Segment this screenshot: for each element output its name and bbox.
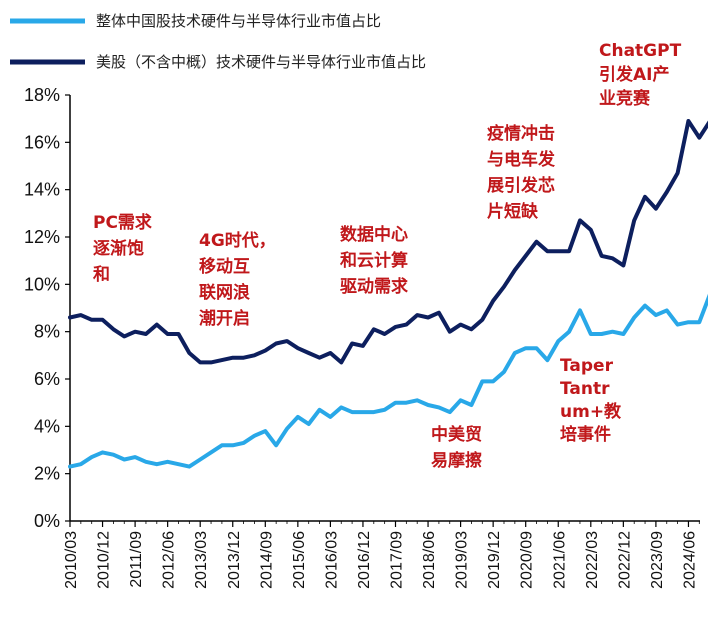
legend: 整体中国股技术硬件与半导体行业市值占比 美股（不含中概）技术硬件与半导体行业市值… xyxy=(10,12,426,71)
x-tick-label: 2019/03 xyxy=(454,531,471,589)
annotation-line: 和云计算 xyxy=(340,250,408,271)
x-tick-label: 2019/12 xyxy=(486,531,503,589)
annotation-line: 联网浪 xyxy=(199,282,250,303)
annotation-line: 4G时代， xyxy=(199,230,276,251)
annotation-line: 移动互 xyxy=(199,256,250,277)
x-tick-label: 2017/09 xyxy=(389,531,406,589)
y-tick-label: 2% xyxy=(34,464,60,484)
y-tick-label: 12% xyxy=(24,227,60,247)
annotation-line: 数据中心 xyxy=(340,224,408,245)
x-tick-label: 2018/06 xyxy=(421,531,438,589)
annotation-line: Tantr xyxy=(560,379,610,399)
series-group xyxy=(68,119,708,469)
annotation-line: 培事件 xyxy=(560,424,611,445)
annotation-line: Taper xyxy=(560,356,614,376)
annotation-line: 展引发芯 xyxy=(487,175,555,196)
x-tick-label: 2012/06 xyxy=(161,531,178,589)
annotation-line: 疫情冲击 xyxy=(487,123,555,144)
x-tick-label: 2022/12 xyxy=(616,531,633,589)
annotation-line: PC需求 xyxy=(93,212,152,233)
annotation-line: 驱动需求 xyxy=(340,276,408,297)
x-tick-label: 2016/12 xyxy=(356,531,373,589)
annotation-line: 易摩擦 xyxy=(431,450,482,471)
y-tick-label: 16% xyxy=(24,132,60,152)
x-tick-label: 2013/03 xyxy=(193,531,210,589)
x-tick-label: 2024/06 xyxy=(681,531,698,589)
annotation-line: 业竞赛 xyxy=(599,88,651,109)
annotation-line: 中美贸 xyxy=(431,424,482,445)
x-tick-label: 2020/09 xyxy=(519,531,536,589)
annotation-line: 引发AI产 xyxy=(599,64,669,85)
legend-label-a: 整体中国股技术硬件与半导体行业市值占比 xyxy=(96,12,381,30)
y-tick-label: 8% xyxy=(34,322,60,342)
x-tick-label: 2023/09 xyxy=(649,531,666,589)
x-tick-label: 2016/03 xyxy=(323,531,340,589)
annotation-line: 片短缺 xyxy=(487,201,539,222)
axes: 0% 2% 4% 6% 8% 10% 12% 14% 16% 18% 2010/03 2010/12 2… xyxy=(24,85,700,589)
x-tick-label: 2010/03 xyxy=(63,531,80,589)
legend-label-b: 美股（不含中概）技术硬件与半导体行业市值占比 xyxy=(96,53,426,71)
series-line-china xyxy=(68,293,708,469)
y-tick-label: 0% xyxy=(34,511,60,531)
y-tick-label: 18% xyxy=(24,85,60,105)
y-tick-label: 10% xyxy=(24,274,60,294)
x-tick-label: 2014/09 xyxy=(258,531,275,589)
annotation-line: 和 xyxy=(93,265,110,285)
y-tick-label: 6% xyxy=(34,369,60,389)
annotation-line: 潮开启 xyxy=(199,308,250,329)
x-tick-label: 2015/06 xyxy=(291,531,308,589)
annotation-line: um+教 xyxy=(560,401,622,422)
y-tick-label: 4% xyxy=(34,416,60,436)
x-tick-label: 2013/12 xyxy=(226,531,243,589)
annotation-line: 逐渐饱 xyxy=(93,238,144,259)
series-line-us xyxy=(68,119,708,365)
x-tick-label: 2022/03 xyxy=(584,531,601,589)
annotation-line: 与电车发 xyxy=(487,149,556,170)
x-tick-label: 2010/12 xyxy=(96,531,113,589)
annotation-line: ChatGPT xyxy=(599,41,682,61)
y-tick-label: 14% xyxy=(24,180,60,200)
x-tick-label: 2011/09 xyxy=(128,531,145,588)
x-tick-label: 2021/06 xyxy=(551,531,568,589)
